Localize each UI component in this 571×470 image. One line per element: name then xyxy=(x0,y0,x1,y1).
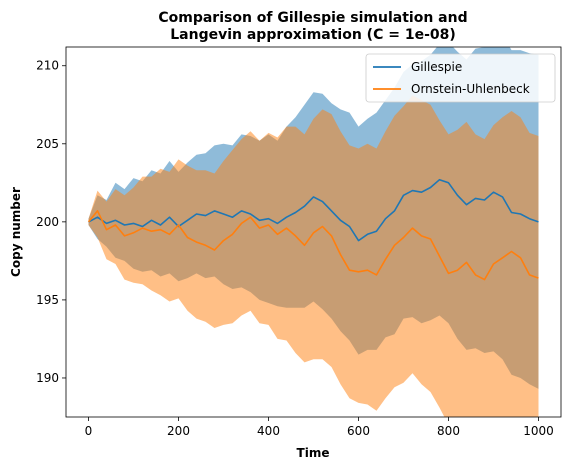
legend: Gillespie Ornstein-Uhlenbeck xyxy=(365,53,556,103)
x-tick-label: 400 xyxy=(257,424,280,438)
x-axis: 0 200 400 600 800 1000 xyxy=(85,417,554,438)
x-tick-label: 800 xyxy=(437,424,460,438)
y-tick-label: 205 xyxy=(36,137,59,151)
x-tick-label: 600 xyxy=(347,424,370,438)
legend-label-gillespie: Gillespie xyxy=(411,60,462,74)
band-ornstein-uhlenbeck xyxy=(88,95,539,417)
x-tick-label: 0 xyxy=(85,424,93,438)
series-line-ornstein-uhlenbeck xyxy=(87,210,539,281)
chart-title-line1: Comparison of Gillespie simulation and xyxy=(158,10,467,26)
plot-area xyxy=(87,47,539,417)
plot-frame xyxy=(65,46,562,418)
series-line-gillespie xyxy=(88,178,539,242)
legend-box xyxy=(365,53,556,103)
y-axis-label: Copy number xyxy=(9,187,23,277)
y-axis: 190 195 200 205 210 xyxy=(36,59,66,385)
x-tick-label: 1000 xyxy=(523,424,554,438)
y-tick-label: 200 xyxy=(36,215,59,229)
chart-title-line2: Langevin approximation (C = 1e-08) xyxy=(170,27,456,43)
y-tick-label: 190 xyxy=(36,371,59,385)
x-tick-label: 200 xyxy=(167,424,190,438)
y-tick-label: 195 xyxy=(36,293,59,307)
legend-label-ornstein-uhlenbeck: Ornstein-Uhlenbeck xyxy=(411,82,530,96)
x-axis-label: Time xyxy=(297,446,330,460)
y-tick-label: 210 xyxy=(36,59,59,73)
